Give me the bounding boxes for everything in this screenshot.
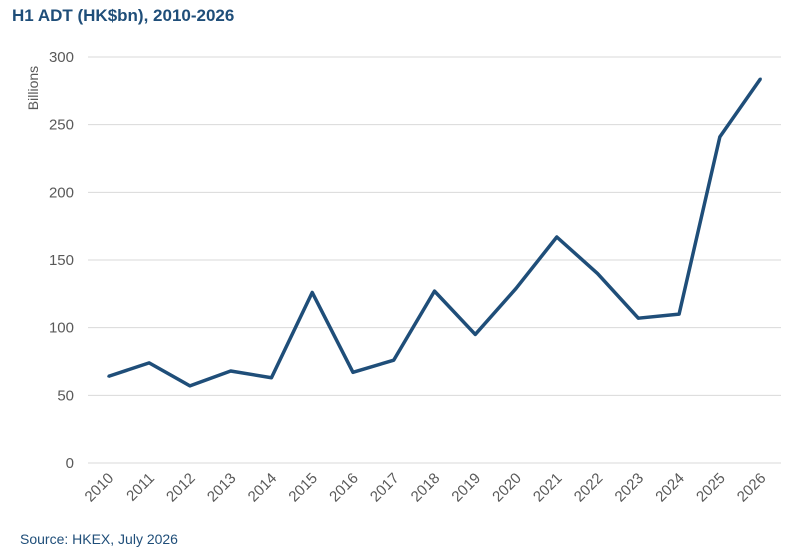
x-tick-label: 2024: [652, 470, 688, 506]
gridlines: [88, 56, 781, 464]
x-tick-label: 2022: [571, 470, 607, 506]
x-tick-label: 2010: [82, 470, 118, 506]
y-tick-label: 50: [57, 387, 74, 404]
data-point: [759, 77, 762, 80]
data-point: [351, 371, 355, 374]
data-point: [718, 135, 722, 139]
data-point: [270, 376, 273, 379]
data-point: [229, 369, 232, 373]
x-tick-label: 2013: [204, 470, 240, 506]
y-axis-ticks: 0 50 100 150 200 250 300: [49, 49, 74, 472]
data-point: [637, 316, 640, 320]
data-point: [433, 289, 436, 293]
data-point: [107, 375, 110, 378]
chart-title: H1 ADT (HK$bn), 2010-2026: [12, 6, 235, 25]
y-axis-label: Billions: [25, 66, 41, 110]
data-point: [596, 272, 599, 275]
x-tick-label: 2017: [367, 470, 403, 506]
data-point: [677, 312, 681, 316]
x-tick-label: 2019: [448, 470, 484, 506]
data-point: [188, 384, 192, 388]
data-point: [147, 361, 151, 365]
series-group: [107, 77, 763, 388]
x-tick-label: 2018: [408, 470, 444, 506]
x-tick-label: 2021: [530, 470, 566, 506]
x-axis-ticks: 2010 2011 2012 2013 2014 2015 2016 2017 2018 2019…: [82, 470, 770, 506]
data-point: [555, 235, 558, 239]
x-tick-label: 2011: [123, 470, 158, 505]
data-point: [311, 291, 314, 294]
x-tick-label: 2025: [693, 470, 729, 506]
data-point: [514, 287, 518, 290]
x-tick-label: 2014: [245, 470, 281, 506]
data-point: [392, 358, 395, 362]
data-point: [474, 333, 477, 336]
y-tick-label: 100: [49, 320, 74, 337]
y-tick-label: 200: [49, 184, 74, 201]
y-tick-label: 300: [49, 49, 74, 66]
x-tick-label: 2016: [326, 470, 362, 506]
source-note: Source: HKEX, July 2026: [20, 531, 178, 547]
x-tick-label: 2012: [163, 470, 199, 506]
y-tick-label: 0: [66, 455, 74, 472]
x-tick-label: 2020: [489, 470, 525, 506]
x-tick-label: 2015: [285, 470, 321, 506]
y-tick-label: 250: [49, 117, 74, 134]
x-tick-label: 2026: [734, 470, 770, 506]
x-tick-label: 2023: [612, 470, 648, 506]
y-tick-label: 150: [49, 252, 74, 269]
